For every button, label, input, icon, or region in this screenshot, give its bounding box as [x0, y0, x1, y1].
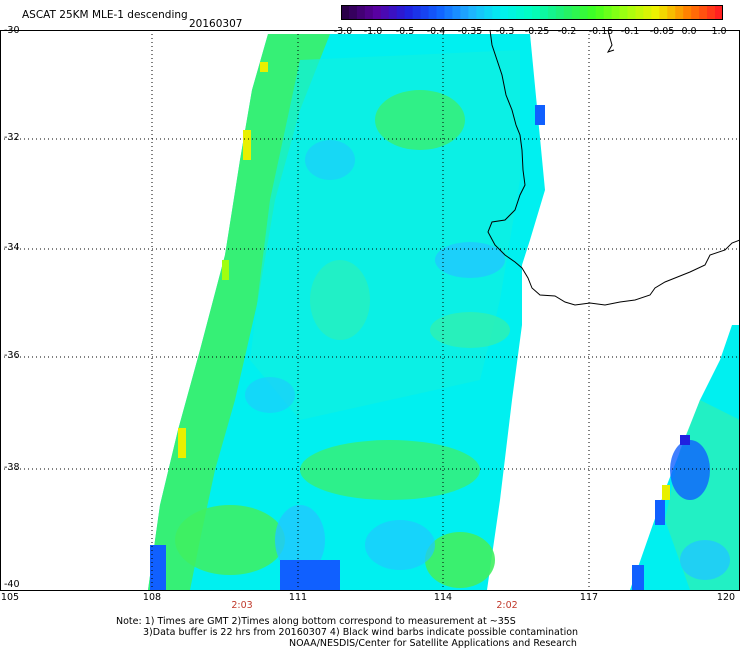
colorbar-cell: [428, 5, 438, 20]
colorbar-tick: -0.05: [649, 26, 675, 37]
colorbar-tick: -0.5: [395, 26, 415, 37]
colorbar-cell: [651, 5, 660, 20]
colorbar-cell: [372, 5, 382, 20]
colorbar-cell: [659, 5, 668, 20]
lat-label: -32: [4, 132, 20, 143]
product-title: ASCAT 25KM MLE-1 descending: [22, 9, 188, 21]
colorbar-cell: [404, 5, 414, 20]
time-label: 2:03: [231, 600, 253, 611]
colorbar-tick: 1.0: [711, 26, 727, 37]
colorbar-cell: [500, 5, 509, 20]
lat-label: -38: [4, 462, 20, 473]
colorbar-cell: [388, 5, 398, 20]
colorbar-tick: -0.2: [557, 26, 577, 37]
colorbar-tick: -0.25: [524, 26, 550, 37]
colorbar-cell: [516, 5, 525, 20]
colorbar-tick: 0.0: [681, 26, 697, 37]
lon-label: 114: [433, 592, 453, 603]
colorbar-cell: [675, 5, 684, 20]
colorbar-cell: [460, 5, 469, 20]
colorbar-cell: [667, 5, 676, 20]
australia-coastline: [487, 29, 740, 306]
colorbar-cell: [707, 5, 716, 20]
product-date: 20160307: [189, 18, 243, 30]
colorbar-frame: [341, 5, 723, 20]
colorbar-cell: [547, 5, 557, 20]
colorbar-cell: [412, 5, 422, 20]
colorbar-cell: [420, 5, 430, 20]
colorbar-cell: [476, 5, 485, 20]
colorbar-cell: [539, 5, 549, 20]
lat-label: -30: [4, 25, 20, 36]
colorbar-cell: [691, 5, 700, 20]
lon-label: 111: [288, 592, 308, 603]
footer-note-3: NOAA/NESDIS/Center for Satellite Applica…: [289, 638, 577, 649]
colorbar-cell: [524, 5, 533, 20]
coastline-fragment: [606, 29, 615, 53]
colorbar-cell: [380, 5, 390, 20]
colorbar-tick: -0.4: [426, 26, 446, 37]
time-label: 2:02: [496, 600, 518, 611]
colorbar-cell: [341, 5, 350, 20]
lat-label: -40: [4, 579, 20, 590]
colorbar-cell: [611, 5, 621, 20]
scatterometer-swath-main: [148, 34, 545, 590]
colorbar-cell: [452, 5, 461, 20]
lon-label: 117: [579, 592, 599, 603]
colorbar-tick: -0.1: [620, 26, 640, 37]
scatterometer-swath-right: [630, 325, 740, 590]
lat-lon-grid: [0, 30, 740, 590]
colorbar-cell: [484, 5, 493, 20]
colorbar-cell: [619, 5, 629, 20]
lon-label: 120: [716, 592, 736, 603]
lat-label: -36: [4, 350, 20, 361]
colorbar-cell: [699, 5, 708, 20]
colorbar-cell: [579, 5, 589, 20]
colorbar-cell: [364, 5, 374, 20]
colorbar-cell: [603, 5, 613, 20]
colorbar-cell: [627, 5, 637, 20]
colorbar: [341, 5, 723, 20]
colorbar-cell: [643, 5, 652, 20]
colorbar-cell: [587, 5, 597, 20]
lon-label: 108: [142, 592, 162, 603]
colorbar-cell: [563, 5, 573, 20]
colorbar-cell: [468, 5, 477, 20]
colorbar-tick: -0.3: [495, 26, 515, 37]
lon-label: 105: [0, 592, 20, 603]
colorbar-cell: [571, 5, 581, 20]
colorbar-cell: [356, 5, 366, 20]
colorbar-cell: [444, 5, 454, 20]
colorbar-cell: [436, 5, 446, 20]
colorbar-cell: [595, 5, 605, 20]
colorbar-cell: [396, 5, 406, 20]
colorbar-tick: -0.35: [457, 26, 483, 37]
colorbar-tick: -1.0: [363, 26, 383, 37]
colorbar-cell: [508, 5, 517, 20]
colorbar-tick: -3.0: [333, 26, 353, 37]
colorbar-cell: [348, 5, 358, 20]
colorbar-cell: [683, 5, 692, 20]
lat-label: -34: [4, 242, 20, 253]
colorbar-cell: [635, 5, 645, 20]
colorbar-cell: [532, 5, 541, 20]
footer-note-1: Note: 1) Times are GMT 2)Times along bot…: [116, 616, 516, 627]
colorbar-cell: [492, 5, 501, 20]
colorbar-cell: [715, 5, 723, 20]
colorbar-cell: [555, 5, 565, 20]
colorbar-tick: -0.15: [588, 26, 614, 37]
footer-note-2: 3)Data buffer is 22 hrs from 20160307 4)…: [143, 627, 579, 638]
